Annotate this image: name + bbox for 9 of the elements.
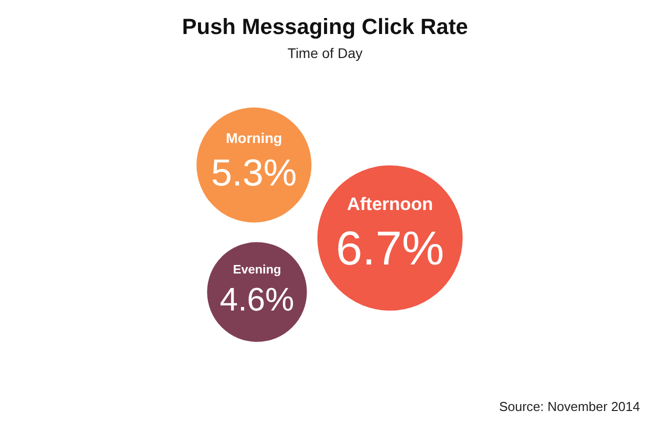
data-label: 6.7% (336, 222, 444, 276)
text: Push Messaging Click Rate (182, 14, 468, 39)
category-label: Morning (226, 131, 282, 148)
data-label: 4.6% (220, 280, 294, 318)
source-note: Source: November 2014 (499, 399, 640, 414)
category-label: Afternoon (346, 194, 434, 214)
category-label: Evening (232, 262, 282, 276)
data-label: 5.3% (211, 152, 297, 194)
text: Time of Day (288, 45, 362, 61)
